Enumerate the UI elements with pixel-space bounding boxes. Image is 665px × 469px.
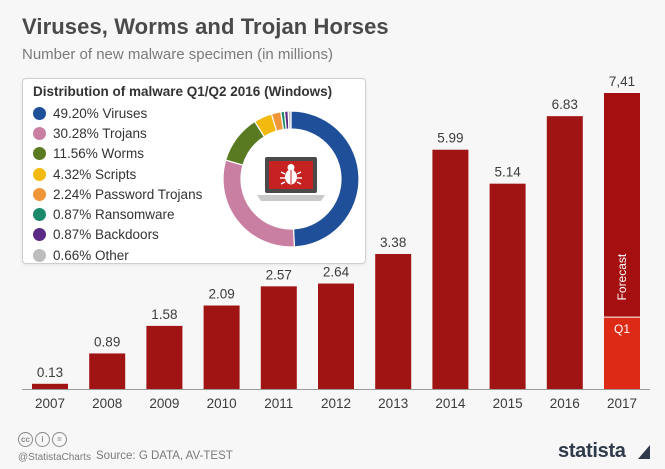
by-icon[interactable]: i	[35, 432, 50, 447]
x-tick-label: 2008	[92, 396, 122, 411]
legend-label: 30.28% Trojans	[53, 125, 147, 141]
inset-title: Distribution of malware Q1/Q2 2016 (Wind…	[33, 84, 333, 99]
x-tick-label: 2017	[607, 396, 637, 411]
forecast-segment-label: Forecast	[615, 253, 629, 300]
legend-swatch	[33, 248, 46, 262]
donut-slice[interactable]	[287, 110, 292, 130]
bar-2007[interactable]	[32, 383, 68, 389]
bar-value-label: 0.13	[37, 365, 63, 380]
bar-value-label: 2.64	[323, 265, 350, 280]
legend-swatch	[33, 208, 46, 222]
legend-label: 0.66% Other	[53, 247, 129, 263]
x-tick-label: 2014	[435, 396, 466, 411]
legend-label: 2.24% Password Trojans	[53, 186, 203, 202]
twitter-handle[interactable]: @StatistaCharts	[18, 452, 91, 463]
x-tick-label: 2011	[264, 396, 293, 411]
legend-swatch	[33, 228, 46, 242]
q1-segment-label: Q1	[614, 322, 630, 336]
page-subtitle: Number of new malware specimen (in milli…	[22, 46, 333, 63]
legend-label: 4.32% Scripts	[53, 166, 137, 182]
bar-2011[interactable]	[260, 286, 297, 389]
legend-label: 11.56% Worms	[53, 146, 145, 162]
page-title: Viruses, Worms and Trojan Horses	[22, 14, 389, 39]
bar-2017-forecast[interactable]	[604, 93, 640, 318]
legend-swatch	[33, 147, 46, 161]
laptop-bug-icon	[257, 157, 325, 201]
bar-2014[interactable]	[432, 149, 469, 389]
donut-legend: 49.20% Viruses 30.28% Trojans 11.56% Worms…	[33, 103, 202, 265]
x-tick-label: 2009	[149, 396, 179, 411]
bar-2017-q1[interactable]	[604, 317, 640, 389]
bar-value-label: 5.14	[494, 165, 521, 180]
bar-2016[interactable]	[546, 116, 583, 389]
nd-icon[interactable]: =	[52, 432, 67, 447]
legend-item: 11.56% Worms	[33, 144, 202, 164]
legend-item: 0.87% Ransomware	[33, 204, 202, 224]
statista-logo-mark-icon	[638, 445, 650, 459]
bar-2009[interactable]	[146, 325, 183, 389]
bar-2012[interactable]	[318, 283, 354, 389]
x-tick-label: 2016	[550, 396, 580, 411]
bar-2008[interactable]	[89, 353, 126, 389]
bar-value-label: 7,41	[609, 74, 635, 89]
legend-item: 2.24% Password Trojans	[33, 184, 202, 204]
bar-2015[interactable]	[489, 183, 526, 389]
bar-value-label: 6.83	[552, 97, 578, 112]
legend-label: 0.87% Backdoors	[53, 227, 159, 243]
legend-item: 30.28% Trojans	[33, 123, 202, 143]
legend-swatch	[33, 187, 46, 201]
legend-item: 49.20% Viruses	[33, 103, 202, 123]
legend-item: 0.87% Backdoors	[33, 225, 202, 245]
x-tick-label: 2010	[207, 396, 237, 411]
legend-swatch	[33, 106, 46, 120]
legend-label: 49.20% Viruses	[53, 105, 148, 121]
legend-item: 4.32% Scripts	[33, 164, 202, 184]
legend-swatch	[33, 126, 46, 140]
bar-value-label: 5.99	[437, 131, 463, 146]
x-tick-label: 2007	[35, 396, 65, 411]
legend-label: 0.87% Ransomware	[53, 207, 175, 223]
bar-2010[interactable]	[203, 305, 240, 389]
bar-value-label: 0.89	[94, 334, 120, 349]
bar-value-label: 3.38	[380, 235, 406, 250]
legend-swatch	[33, 167, 46, 181]
statista-logo[interactable]: statista	[558, 440, 626, 462]
bar-2013[interactable]	[375, 253, 412, 389]
donut-chart	[222, 110, 360, 248]
bar-value-label: 2.57	[266, 267, 292, 282]
cc-icon[interactable]: cc	[18, 432, 33, 447]
malware-distribution-inset: Distribution of malware Q1/Q2 2016 (Wind…	[22, 78, 366, 264]
x-tick-label: 2012	[321, 396, 351, 411]
x-tick-label: 2013	[378, 396, 408, 411]
bar-value-label: 2.09	[208, 287, 234, 302]
source-note: Source: G DATA, AV-TEST	[96, 450, 233, 462]
legend-item: 0.66% Other	[33, 245, 202, 265]
bar-value-label: 1.58	[151, 307, 177, 322]
x-tick-label: 2015	[493, 396, 523, 411]
license-icons: cc i =	[18, 432, 69, 447]
